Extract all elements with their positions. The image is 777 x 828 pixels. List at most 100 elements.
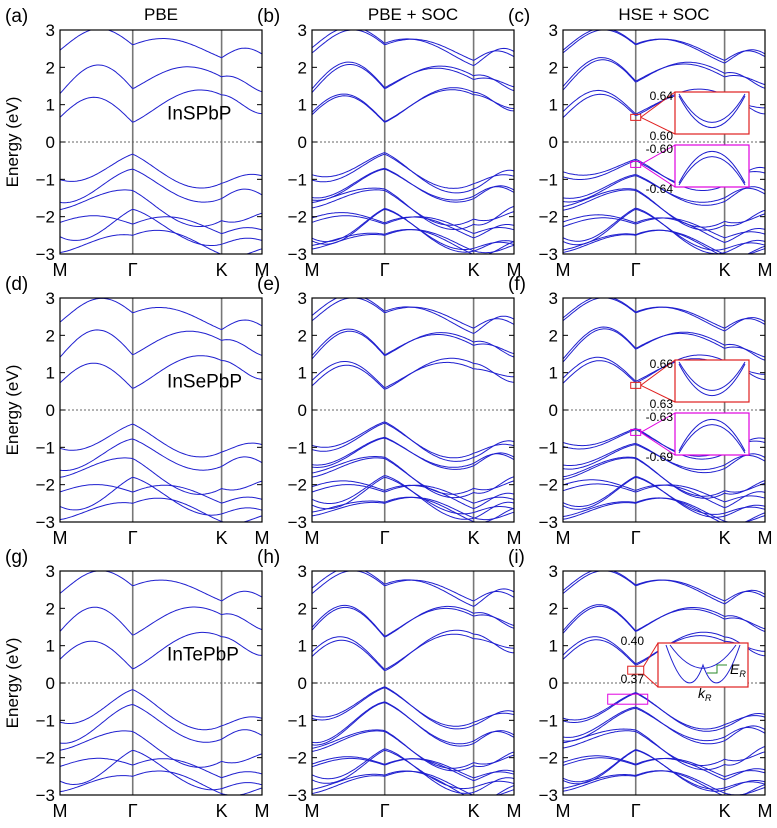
y-tick-label: −3 bbox=[539, 245, 558, 264]
kpoint-label: M bbox=[255, 260, 270, 280]
y-tick-label: −2 bbox=[539, 476, 558, 495]
y-tick-label: −3 bbox=[288, 245, 307, 264]
band-line bbox=[312, 633, 514, 670]
panel-label: (h) bbox=[257, 547, 280, 568]
cbm-connector bbox=[640, 359, 676, 386]
y-axis-title: Energy (eV) bbox=[3, 97, 22, 188]
band-line bbox=[312, 361, 514, 389]
inset-band bbox=[678, 424, 746, 454]
kpoint-label: M bbox=[305, 801, 320, 821]
kpoint-label: M bbox=[758, 260, 773, 280]
band-line bbox=[60, 153, 262, 189]
y-tick-label: −2 bbox=[36, 749, 55, 768]
band-line bbox=[563, 174, 765, 206]
band-line bbox=[312, 480, 514, 510]
band-line bbox=[563, 30, 765, 64]
y-tick-label: 3 bbox=[298, 21, 307, 40]
band-line bbox=[312, 436, 514, 470]
inset-label: 0.63 bbox=[650, 397, 674, 411]
y-tick-label: −2 bbox=[288, 208, 307, 227]
band-line bbox=[312, 298, 514, 335]
kpoint-label: M bbox=[556, 528, 571, 548]
y-tick-label: 1 bbox=[549, 637, 558, 656]
y-tick-label: 2 bbox=[298, 58, 307, 77]
panel-label: (d) bbox=[5, 274, 28, 295]
band-line bbox=[312, 212, 514, 239]
material-label: InSPbP bbox=[167, 104, 231, 125]
band-line bbox=[563, 57, 765, 87]
band-line bbox=[60, 497, 262, 522]
inset-band bbox=[678, 419, 746, 452]
y-tick-label: −1 bbox=[539, 711, 558, 730]
band-line bbox=[312, 686, 514, 730]
kpoint-label: M bbox=[53, 528, 68, 548]
y-tick-label: 0 bbox=[46, 401, 55, 420]
panel-label: (b) bbox=[257, 6, 280, 27]
band-line bbox=[312, 702, 514, 746]
band-line bbox=[563, 755, 765, 781]
band-line bbox=[312, 571, 514, 602]
column-title: HSE + SOC bbox=[618, 5, 709, 24]
y-tick-label: −1 bbox=[288, 170, 307, 189]
band-line bbox=[60, 438, 262, 471]
band-line bbox=[312, 61, 514, 90]
material-label: InTePbP bbox=[167, 645, 239, 666]
band-line bbox=[312, 701, 514, 747]
band-line bbox=[312, 757, 514, 779]
kpoint-label: K bbox=[468, 528, 480, 548]
y-tick-label: 2 bbox=[46, 58, 55, 77]
band-line bbox=[563, 479, 765, 509]
y-tick-label: −3 bbox=[539, 786, 558, 805]
inset-connector bbox=[643, 642, 659, 667]
band-line bbox=[60, 229, 262, 254]
band-line bbox=[312, 475, 514, 520]
y-tick-label: 3 bbox=[46, 562, 55, 581]
panel-label: (f) bbox=[508, 274, 526, 295]
band-line bbox=[563, 730, 765, 766]
band-line bbox=[60, 757, 262, 779]
y-tick-label: −1 bbox=[36, 170, 55, 189]
band-line bbox=[312, 89, 514, 122]
y-tick-label: −3 bbox=[288, 786, 307, 805]
column-title: PBE + SOC bbox=[368, 5, 458, 24]
band-line bbox=[563, 298, 765, 329]
y-tick-label: 2 bbox=[549, 58, 558, 77]
band-line bbox=[563, 475, 765, 518]
y-tick-label: 2 bbox=[549, 599, 558, 618]
y-tick-label: 1 bbox=[46, 364, 55, 383]
band-line bbox=[312, 207, 514, 253]
y-tick-label: −1 bbox=[539, 170, 558, 189]
kpoint-label: Γ bbox=[380, 260, 390, 280]
bands-d bbox=[60, 298, 262, 522]
kpoint-label: M bbox=[255, 801, 270, 821]
panel-label: (g) bbox=[5, 547, 28, 568]
kpoint-label: K bbox=[216, 260, 228, 280]
y-tick-label: 3 bbox=[298, 562, 307, 581]
band-line bbox=[312, 476, 514, 515]
y-tick-label: −2 bbox=[36, 208, 55, 227]
y-tick-label: −3 bbox=[36, 513, 55, 532]
y-tick-label: 1 bbox=[46, 637, 55, 656]
y-tick-label: 0 bbox=[549, 674, 558, 693]
band-line bbox=[563, 605, 765, 634]
y-tick-label: −2 bbox=[36, 476, 55, 495]
bands-h bbox=[312, 571, 514, 795]
kpoint-label: K bbox=[216, 528, 228, 548]
y-tick-label: 3 bbox=[46, 289, 55, 308]
kpoint-label: K bbox=[468, 801, 480, 821]
band-line bbox=[563, 706, 765, 745]
band-line bbox=[312, 729, 514, 772]
inset-band bbox=[678, 151, 746, 184]
inset-label: 0.66 bbox=[650, 357, 674, 371]
kpoint-label: M bbox=[507, 260, 522, 280]
band-line bbox=[563, 483, 765, 503]
panel-label: (i) bbox=[508, 547, 525, 568]
y-tick-label: −1 bbox=[36, 438, 55, 457]
inset-label: 0.37 bbox=[621, 672, 645, 686]
y-tick-label: 1 bbox=[549, 364, 558, 383]
